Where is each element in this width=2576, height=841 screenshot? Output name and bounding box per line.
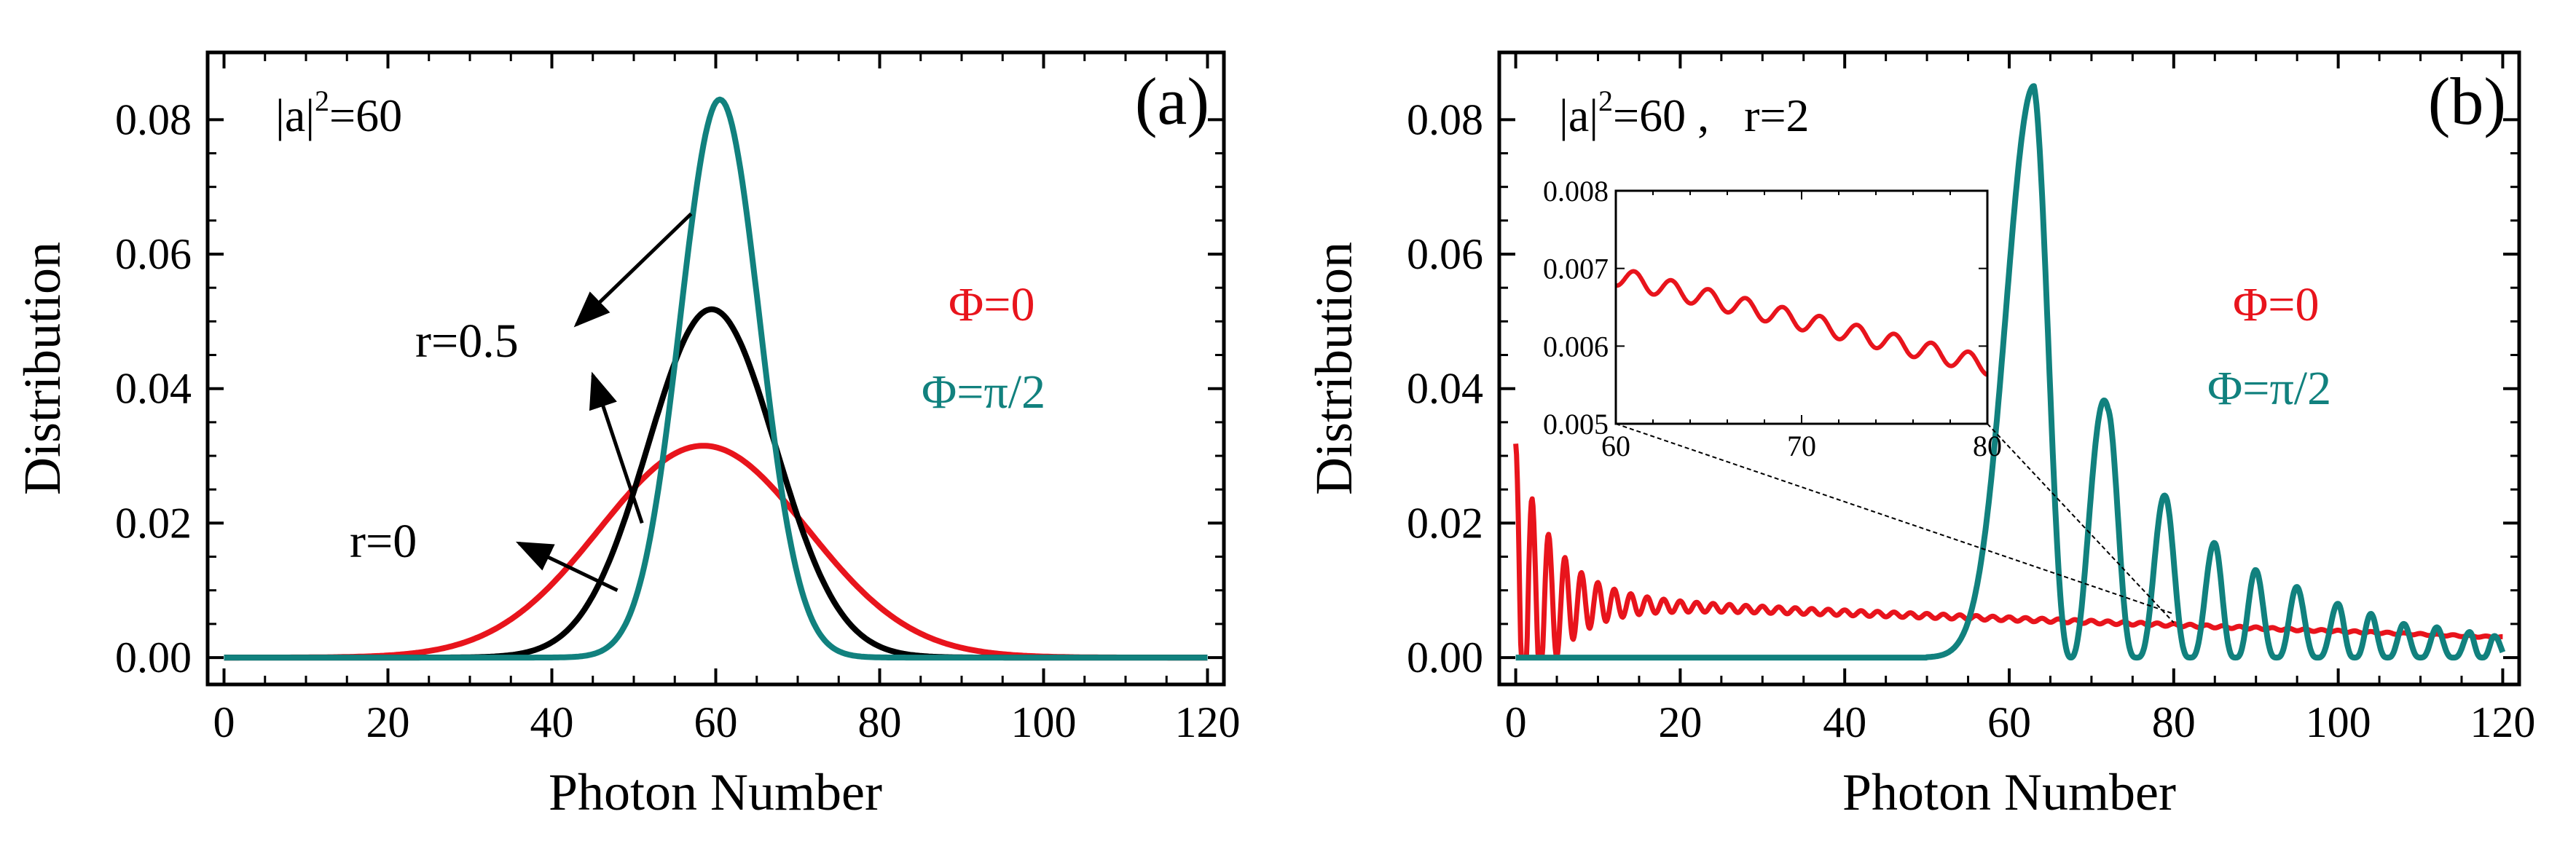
b-ytick-label: 0.02	[1407, 499, 1483, 547]
inset-background	[1616, 191, 1987, 424]
panel-b-xlabel: Photon Number	[1842, 763, 2176, 821]
panel-b-ylabel: Distribution	[1305, 242, 1363, 495]
inset-series-phi0	[1614, 269, 1989, 377]
b-xtick-label: 80	[2152, 698, 2196, 746]
panel-a-param-rest: =60	[329, 90, 402, 141]
zoom-line-right	[1987, 423, 2175, 623]
panel-b-param: |a|2=60 , r=2	[1559, 84, 1810, 141]
b-ytick-label: 0.00	[1407, 633, 1483, 682]
panel-a-label: (a)	[1135, 64, 1209, 138]
panel-a-series-2	[223, 96, 1209, 661]
a-xtick-label: 20	[366, 698, 410, 746]
a-xtick-label: 60	[694, 698, 738, 746]
panel-b-param-base: |a|	[1559, 90, 1598, 141]
inset-frame	[1614, 189, 1989, 425]
panel-a-param-base: |a|	[275, 90, 315, 141]
a-ytick-label: 0.04	[115, 365, 192, 413]
panel-b-legend-phi0: Φ=0	[2233, 278, 2319, 331]
b-xtick-label: 60	[1987, 698, 2031, 746]
inset-xtick-label: 70	[1787, 430, 1816, 462]
panel-a-chart: 0 20 40 60 80 100 120 0.00 0.02 0.04 0.06 0.08 Pho…	[13, 50, 1241, 821]
panel-b-series-phi0	[1513, 443, 2505, 660]
a-xtick-label: 120	[1175, 698, 1241, 746]
panel-a-legend-phi0: Φ=0	[949, 278, 1034, 331]
a-ytick-label: 0.08	[115, 95, 192, 143]
panel-a-arrows	[515, 212, 693, 592]
a-ytick-label: 0.02	[115, 499, 192, 547]
panel-a-annotation-r05: r=0.5	[415, 315, 519, 368]
panel-a-ytick-labels: 0.00 0.02 0.04 0.06 0.08	[115, 95, 192, 682]
panel-a-arrow-2	[515, 541, 619, 592]
panel-b-ytick-labels: 0.00 0.02 0.04 0.06 0.08	[1407, 95, 1483, 682]
inset-ytick-labels: 0.005 0.006 0.007 0.008	[1543, 175, 1609, 441]
inset-ytick-label: 0.008	[1543, 175, 1609, 208]
panel-a-ylabel: Distribution	[13, 242, 71, 495]
panel-b-legend-phipi2: Φ=π/2	[2207, 362, 2331, 415]
b-xtick-label: 0	[1505, 698, 1527, 746]
b-ytick-label: 0.04	[1407, 365, 1483, 413]
inset-ytick-label: 0.006	[1543, 330, 1609, 363]
panel-b-ticks	[1499, 52, 2519, 684]
panel-b-frame	[1497, 50, 2521, 687]
panel-a-legend-phipi2: Φ=π/2	[922, 366, 1045, 419]
panel-b-label: (b)	[2428, 64, 2506, 138]
inset-series	[1614, 269, 1989, 377]
panel-a-series	[223, 96, 1209, 661]
panel-b-param-sup: 2	[1598, 84, 1613, 117]
panel-a-arrow-0	[573, 212, 693, 328]
b-ytick-label: 0.06	[1407, 230, 1483, 278]
b-xtick-label: 40	[1823, 698, 1866, 746]
panel-a-annotation-r0: r=0	[350, 515, 417, 568]
panel-b-chart: 0 20 40 60 80 100 120 0.00 0.02 0.04 0.06 0.08 Pho…	[1305, 50, 2536, 821]
inset-xtick-labels: 60 70 80	[1601, 430, 2002, 462]
panel-a-param: |a|2=60	[275, 84, 402, 141]
a-xtick-label: 40	[530, 698, 574, 746]
panel-a-param-sup: 2	[315, 84, 329, 117]
panel-a-arrow-1	[589, 371, 644, 524]
panel-a-frame	[205, 50, 1226, 687]
b-xtick-label: 120	[2470, 698, 2535, 746]
panel-b-series	[1513, 83, 2506, 661]
a-xtick-label: 100	[1011, 698, 1077, 746]
a-xtick-label: 80	[858, 698, 902, 746]
panel-a-xlabel: Photon Number	[549, 763, 882, 821]
panel-b-xtick-labels: 0 20 40 60 80 100 120	[1505, 698, 2536, 746]
b-ytick-label: 0.08	[1407, 95, 1483, 143]
inset-xtick-label: 60	[1601, 430, 1630, 462]
a-ytick-label: 0.00	[115, 633, 192, 682]
inset-zoom-lines	[1615, 423, 2175, 623]
b-xtick-label: 100	[2306, 698, 2371, 746]
panel-b-param-rest: =60 , r=2	[1613, 90, 1810, 141]
b-xtick-label: 20	[1658, 698, 1702, 746]
a-xtick-label: 0	[213, 698, 235, 746]
panel-b-series-phipi2	[1513, 83, 2506, 661]
zoom-line-left	[1615, 423, 2175, 615]
panel-a-xtick-labels: 0 20 40 60 80 100 120	[213, 698, 1241, 746]
inset-ytick-label: 0.007	[1543, 253, 1609, 285]
a-ytick-label: 0.06	[115, 230, 192, 278]
inset-ytick-label: 0.005	[1543, 408, 1609, 441]
